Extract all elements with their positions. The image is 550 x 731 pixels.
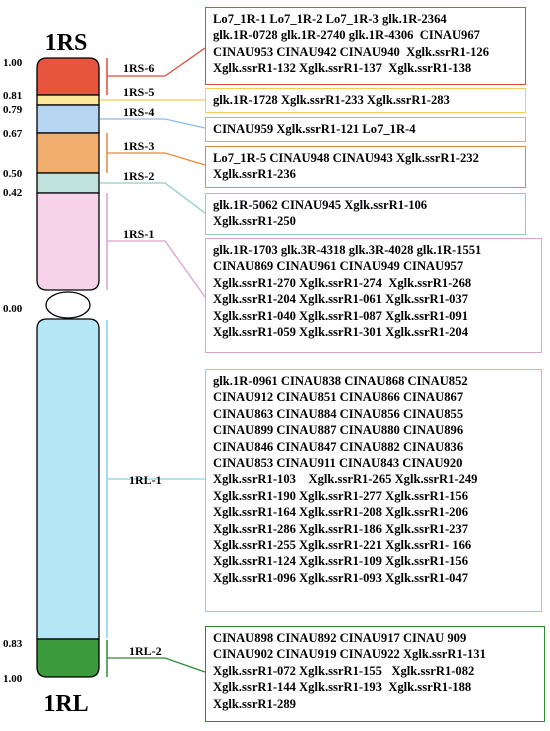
segment-label-1rs-5: 1RS-5 (123, 85, 154, 99)
marker-box-1rs-5: glk.1R-1728 Xglk.ssrR1-233 Xglk.ssrR1-28… (205, 88, 526, 113)
marker-line: Xglk.ssrR1-103 Xglk.ssrR1-265 Xglk.ssrR1… (213, 472, 478, 487)
marker-text-1rl-2: CINAU898 CINAU892 CINAU917 CINAU 909 CINA… (213, 630, 537, 712)
marker-box-1rl-1: glk.1R-0961 CINAU838 CINAU868 CINAU852 CI… (205, 369, 542, 612)
segment-1rs-6 (36, 57, 100, 96)
segment-label-1rl-2: 1RL-2 (129, 644, 162, 658)
scale-label-s050: 0.50 (3, 168, 23, 180)
marker-line: Xglk.ssrR1-236 (213, 167, 296, 182)
marker-text-1rl-1: glk.1R-0961 CINAU838 CINAU868 CINAU852 CI… (213, 373, 534, 586)
scale-label-s100: 1.00 (3, 57, 23, 69)
marker-line: Lo7_1R-1 Lo7_1R-2 Lo7_1R-3 glk.1R-2364 (213, 12, 447, 26)
marker-box-1rl-2: CINAU898 CINAU892 CINAU917 CINAU 909 CINA… (205, 626, 545, 722)
connector-1rs-4 (100, 118, 206, 129)
marker-line: Xglk.ssrR1-040 Xglk.ssrR1-087 Xglk.ssrR1… (213, 308, 469, 323)
scale-label-s067: 0.67 (3, 128, 23, 140)
marker-line: glk.1R-1728 Xglk.ssrR1-233 Xglk.ssrR1-28… (213, 93, 450, 107)
segment-label-1rs-2: 1RS-2 (123, 169, 154, 183)
marker-line: Xglk.ssrR1-286 Xglk.ssrR1-186 Xglk.ssrR1… (213, 521, 469, 536)
marker-line: Xglk.ssrR1-250 (213, 214, 296, 229)
marker-line: glk.1R-0961 CINAU838 CINAU868 CINAU852 (213, 374, 468, 388)
marker-line: CINAU899 CINAU887 CINAU880 CINAU896 (213, 423, 464, 438)
marker-box-1rs-4: CINAU959 Xglk.ssrR1-121 Lo7_1R-4 (205, 117, 526, 142)
segment-label-1rs-3: 1RS-3 (123, 139, 154, 153)
marker-line: CINAU863 CINAU884 CINAU856 CINAU855 (213, 406, 464, 421)
long-arm-title: 1RL (43, 691, 88, 717)
marker-line: Xglk.ssrR1-164 Xglk.ssrR1-208 Xglk.ssrR1… (213, 505, 469, 520)
marker-line: Xglk.ssrR1-059 Xglk.ssrR1-301 Xglk.ssrR1… (213, 325, 469, 340)
segment-1rs-1 (36, 192, 100, 291)
marker-box-1rs-6: Lo7_1R-1 Lo7_1R-2 Lo7_1R-3 glk.1R-2364 gl… (205, 7, 526, 85)
marker-text-1rs-2: glk.1R-5062 CINAU945 Xglk.ssrR1-106 Xglk.… (213, 197, 518, 230)
marker-line: Xglk.ssrR1-289 (213, 696, 296, 711)
marker-line: Xglk.ssrR1-270 Xglk.ssrR1-274 Xglk.ssrR1… (213, 275, 472, 290)
connector-1rs-6 (107, 47, 206, 77)
connector-1rs-1 (107, 240, 206, 298)
marker-line: Xglk.ssrR1-144 Xglk.ssrR1-193 Xglk.ssrR1… (213, 680, 472, 695)
marker-line: Xglk.ssrR1-255 Xglk.ssrR1-221 Xglk.ssrR1… (213, 538, 472, 553)
segment-1rs-5 (36, 94, 100, 106)
connector-1rs-3 (107, 152, 206, 166)
segment-1rs-4 (36, 104, 100, 134)
marker-line: Xglk.ssrR1-204 Xglk.ssrR1-061 Xglk.ssrR1… (213, 292, 469, 307)
marker-line: Xglk.ssrR1-190 Xglk.ssrR1-277 Xglk.ssrR1… (213, 488, 469, 503)
segment-label-1rs-6: 1RS-6 (123, 61, 154, 75)
connector-1rl-2 (107, 657, 206, 673)
segment-label-1rs-4: 1RS-4 (123, 105, 154, 119)
marker-line: CINAU853 CINAU911 CINAU843 CINAU920 (213, 456, 463, 471)
scale-label-l083: 0.83 (3, 638, 23, 650)
scale-label-s079: 0.79 (3, 104, 23, 116)
scale-label-s000: 0.00 (3, 303, 23, 315)
scale-label-s081: 0.81 (3, 90, 22, 102)
segment-1rl-1 (36, 318, 100, 640)
connector-1rs-2 (100, 182, 206, 214)
marker-text-1rs-1: glk.1R-1703 glk.3R-4318 glk.3R-4028 glk.… (213, 242, 534, 340)
marker-text-1rs-6: Lo7_1R-1 Lo7_1R-2 Lo7_1R-3 glk.1R-2364 gl… (213, 11, 518, 77)
marker-text-1rs-5: glk.1R-1728 Xglk.ssrR1-233 Xglk.ssrR1-28… (213, 92, 518, 108)
centromere (45, 291, 91, 319)
marker-line: CINAU902 CINAU919 CINAU922 Xglk.ssrR1-13… (213, 647, 486, 662)
marker-box-1rs-2: glk.1R-5062 CINAU945 Xglk.ssrR1-106 Xglk.… (205, 193, 526, 235)
marker-line: CINAU846 CINAU847 CINAU882 CINAU836 (213, 439, 464, 454)
marker-line: glk.1R-0728 glk.1R-2740 glk.1R-4306 CINA… (213, 28, 480, 43)
scale-label-l100: 1.00 (3, 673, 23, 685)
segment-1rs-2 (36, 172, 100, 194)
short-arm-title: 1RS (45, 30, 88, 56)
marker-line: CINAU959 Xglk.ssrR1-121 Lo7_1R-4 (213, 122, 416, 136)
marker-line: glk.1R-5062 CINAU945 Xglk.ssrR1-106 (213, 198, 428, 212)
marker-line: CINAU898 CINAU892 CINAU917 CINAU 909 (213, 631, 467, 645)
marker-line: CINAU912 CINAU851 CINAU866 CINAU867 (213, 390, 464, 405)
scale-label-s042: 0.42 (3, 187, 23, 199)
marker-box-1rs-3: Lo7_1R-5 CINAU948 CINAU943 Xglk.ssrR1-23… (205, 146, 526, 188)
segment-label-1rl-1: 1RL-1 (129, 473, 162, 487)
marker-line: Xglk.ssrR1-072 Xglk.ssrR1-155 Xglk.ssrR1… (213, 663, 475, 678)
marker-text-1rs-4: CINAU959 Xglk.ssrR1-121 Lo7_1R-4 (213, 121, 518, 137)
marker-line: CINAU953 CINAU942 CINAU940 Xglk.ssrR1-12… (213, 44, 490, 59)
marker-line: glk.1R-1703 glk.3R-4318 glk.3R-4028 glk.… (213, 243, 482, 257)
segment-1rl-2 (36, 638, 100, 678)
marker-line: Lo7_1R-5 CINAU948 CINAU943 Xglk.ssrR1-23… (213, 151, 479, 165)
marker-line: Xglk.ssrR1-096 Xglk.ssrR1-093 Xglk.ssrR1… (213, 570, 469, 585)
segment-label-1rs-1: 1RS-1 (123, 227, 154, 241)
marker-text-1rs-3: Lo7_1R-5 CINAU948 CINAU943 Xglk.ssrR1-23… (213, 150, 518, 183)
marker-line: Xglk.ssrR1-132 Xglk.ssrR1-137 Xglk.ssrR1… (213, 61, 472, 76)
marker-line: CINAU869 CINAU961 CINAU949 CINAU957 (213, 259, 464, 274)
marker-box-1rs-1: glk.1R-1703 glk.3R-4318 glk.3R-4028 glk.… (205, 238, 542, 353)
marker-line: Xglk.ssrR1-124 Xglk.ssrR1-109 Xglk.ssrR1… (213, 554, 469, 569)
segment-1rs-3 (36, 132, 100, 174)
